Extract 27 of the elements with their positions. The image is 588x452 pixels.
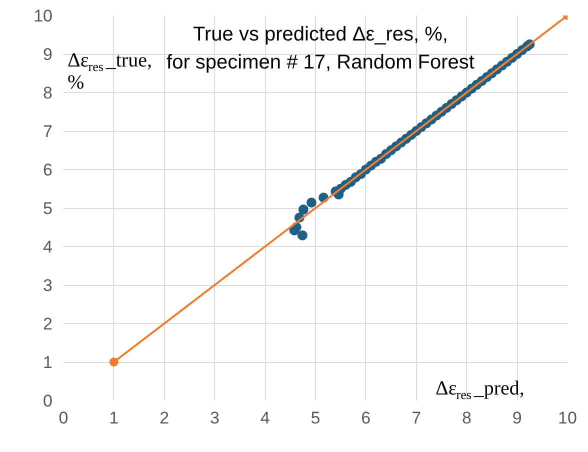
point: [306, 198, 316, 208]
point: [297, 230, 308, 240]
x-tick-label: 1: [109, 408, 119, 428]
y-tick-label: 6: [43, 160, 53, 180]
x-tick-label: 4: [260, 408, 270, 428]
x-tick-label: 3: [210, 408, 220, 428]
y-tick-label: 10: [34, 6, 53, 26]
y-tick-label: 5: [43, 199, 53, 218]
x-tick-label: 9: [512, 408, 522, 428]
x-tick-label: 0: [58, 408, 68, 428]
point: [298, 204, 308, 215]
y-tick-label: 7: [43, 122, 53, 141]
x-tick-label: 5: [310, 408, 320, 428]
x-tick-label: 2: [160, 408, 170, 428]
y-tick-label: 0: [43, 392, 53, 410]
text: True vs predicted Δε_res, %, for specimen # 17, Random Forest: [166, 24, 475, 74]
x-tick-label: 8: [462, 408, 472, 428]
y-tick-label: 4: [43, 238, 53, 256]
y-tick-label: 3: [43, 276, 53, 295]
y-tick-label: 1: [43, 353, 53, 372]
x-tick-label: 7: [412, 408, 422, 428]
x-tick-label: 10: [558, 408, 577, 428]
y-tick-label: 8: [43, 84, 53, 102]
point: [109, 358, 118, 366]
y-tick-label: 9: [43, 45, 53, 64]
x-tick-label: 6: [361, 408, 371, 428]
y-tick-label: 2: [43, 314, 53, 334]
